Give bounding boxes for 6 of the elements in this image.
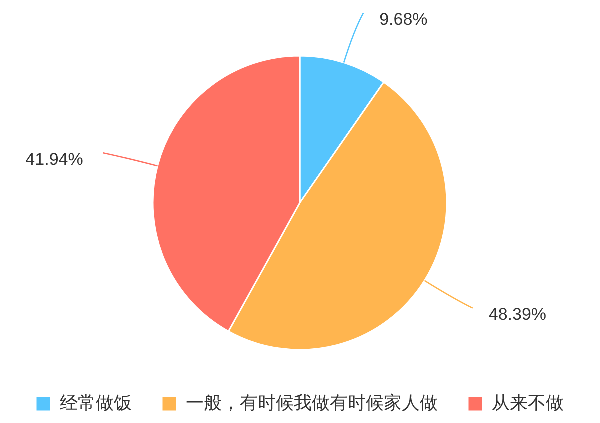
legend-label: 经常做饭: [60, 392, 132, 413]
data-label: 48.39%: [488, 304, 547, 324]
data-label: 9.68%: [380, 10, 428, 29]
data-label: 41.94%: [26, 150, 84, 169]
legend-label: 一般，有时候我做有时候家人做: [186, 392, 438, 413]
legend-label: 从来不做: [492, 392, 564, 413]
